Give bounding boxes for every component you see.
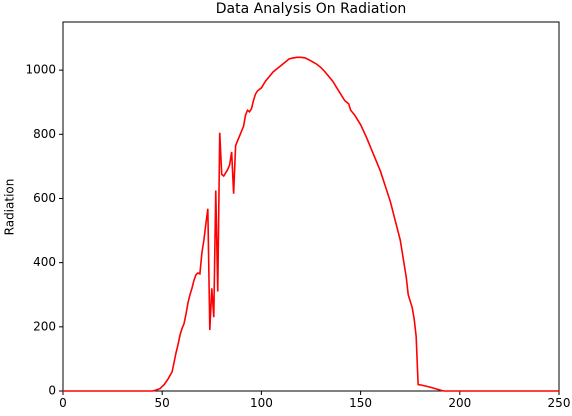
line <box>63 56 559 392</box>
x-tick-label: 100 <box>250 396 273 410</box>
plot-frame <box>62 21 560 392</box>
x-tick-label: 250 <box>548 396 571 410</box>
y-axis-label: Radiation <box>3 179 17 236</box>
x-tick-label: 200 <box>448 396 471 410</box>
y-tick-label: 1000 <box>25 63 56 77</box>
x-tick-label: 50 <box>155 396 170 410</box>
y-tick-label: 200 <box>33 319 56 333</box>
y-tick-label: 800 <box>33 127 56 141</box>
chart-title: Data Analysis On Radiation <box>216 1 407 17</box>
y-tick-label: 400 <box>33 255 56 269</box>
x-tick-label: 150 <box>349 396 372 410</box>
y-tick-label: 0 <box>48 384 56 398</box>
x-tick-label: 0 <box>59 396 67 410</box>
y-tick-label: 600 <box>33 191 56 205</box>
